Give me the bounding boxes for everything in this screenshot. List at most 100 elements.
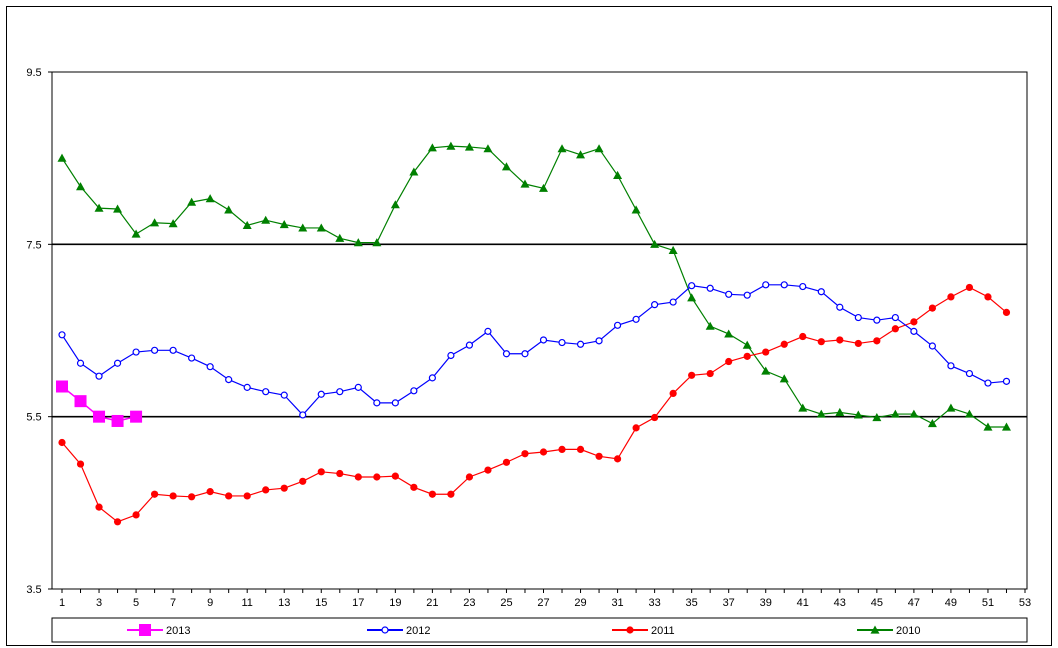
data-point: [779, 374, 789, 383]
data-point: [299, 411, 307, 419]
data-point: [373, 399, 381, 407]
data-point: [947, 362, 955, 370]
data-point: [521, 450, 529, 458]
data-point: [113, 359, 122, 367]
x-tick-label: 15: [315, 597, 327, 609]
legend-item-2010: 2010: [857, 625, 920, 637]
x-tick-label: 51: [982, 597, 994, 609]
data-point: [225, 376, 233, 384]
data-point: [187, 197, 197, 206]
data-point: [205, 194, 215, 203]
x-tick-label: 9: [207, 597, 213, 609]
data-point: [262, 388, 270, 396]
data-point: [76, 359, 85, 367]
data-point: [1001, 422, 1011, 431]
data-point: [539, 183, 548, 192]
data-point: [373, 473, 381, 481]
data-point: [613, 170, 623, 179]
data-point: [780, 340, 788, 348]
data-point: [669, 298, 677, 306]
data-point: [132, 511, 140, 519]
series-layer: [56, 141, 1011, 526]
data-point: [816, 409, 826, 418]
x-tick-label: 17: [352, 597, 364, 609]
x-tick-label: 27: [537, 597, 549, 609]
data-point: [688, 282, 696, 290]
data-point: [557, 144, 567, 153]
legend-item-2011: 2011: [612, 625, 675, 637]
data-point: [188, 493, 196, 501]
data-point: [150, 218, 160, 227]
data-point: [169, 346, 177, 354]
data-point: [410, 483, 418, 491]
x-tick-label: 23: [463, 597, 475, 609]
data-point: [484, 466, 492, 474]
data-point: [410, 387, 418, 395]
y-tick-label: 9.5: [26, 67, 41, 79]
data-point: [243, 383, 251, 391]
data-point: [113, 518, 122, 526]
data-point: [391, 472, 399, 480]
x-tick-label: 1: [59, 597, 65, 609]
data-point: [391, 399, 399, 407]
data-point: [111, 414, 124, 427]
x-tick-label: 5: [133, 597, 139, 609]
x-tick-label: 7: [170, 597, 176, 609]
plot-border: [51, 71, 1028, 590]
data-point: [261, 215, 271, 224]
x-tick-label: 47: [908, 597, 920, 609]
data-point: [854, 313, 862, 322]
data-point: [447, 351, 455, 360]
legend-label: 2012: [406, 625, 430, 637]
data-point: [150, 346, 159, 354]
data-point: [132, 348, 140, 356]
data-point: [983, 422, 993, 431]
x-axis: 1 3 5 7 9 11 13 15 17 19 21 23 25 27 29 31 33 35 37 39 41 43 4…: [59, 589, 1031, 609]
data-point: [206, 363, 214, 371]
data-point: [279, 220, 289, 229]
data-point: [836, 303, 844, 311]
reference-lines: [52, 243, 1027, 418]
data-point: [705, 321, 715, 330]
data-point: [447, 490, 455, 498]
data-point: [725, 357, 733, 366]
data-point: [316, 223, 326, 232]
data-point: [890, 409, 900, 418]
data-point: [428, 490, 436, 498]
data-point: [502, 350, 511, 358]
data-point: [224, 205, 234, 214]
data-point: [668, 245, 678, 254]
data-point: [139, 624, 151, 636]
data-point: [576, 150, 586, 159]
x-tick-label: 33: [648, 597, 660, 609]
data-point: [74, 395, 87, 408]
data-point: [965, 283, 974, 292]
data-point: [817, 288, 825, 296]
x-tick-label: 29: [574, 597, 586, 609]
data-point: [501, 162, 511, 171]
data-point: [446, 141, 456, 150]
data-point: [1002, 377, 1011, 385]
data-point: [910, 318, 918, 326]
data-point: [168, 219, 178, 228]
x-tick-label: 21: [426, 597, 438, 609]
data-point: [576, 445, 585, 454]
data-point: [56, 380, 68, 393]
data-point: [188, 354, 196, 362]
data-point: [928, 304, 937, 312]
data-point: [95, 372, 103, 380]
x-tick-label: 37: [723, 597, 735, 609]
data-point: [927, 419, 937, 428]
data-point: [558, 445, 566, 454]
data-point: [465, 473, 474, 481]
data-point: [381, 626, 389, 634]
data-point: [595, 452, 603, 460]
data-point: [336, 388, 344, 396]
x-tick-label: 39: [760, 597, 772, 609]
data-point: [335, 233, 345, 242]
data-point: [928, 342, 937, 350]
data-point: [242, 220, 252, 229]
data-point: [780, 281, 788, 289]
x-tick-label: 41: [797, 597, 809, 609]
